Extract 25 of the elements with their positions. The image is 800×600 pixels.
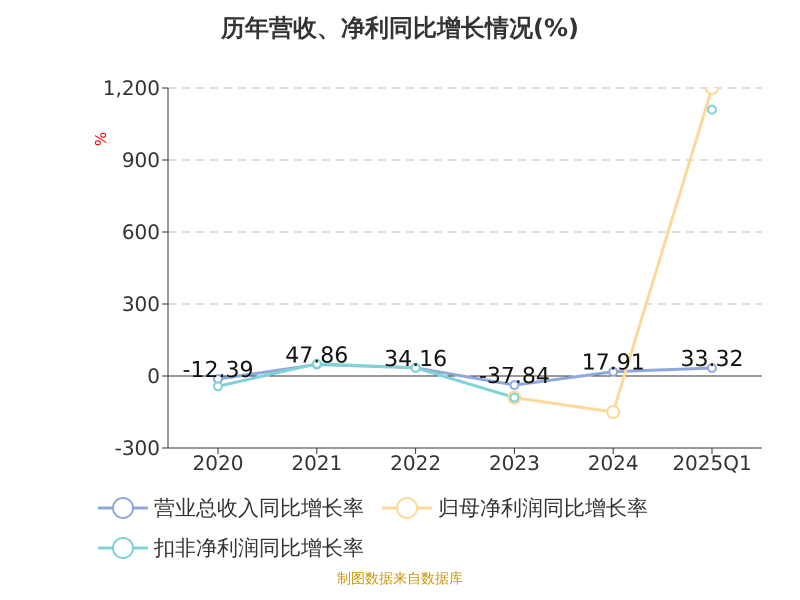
legend-label: 营业总收入同比增长率 — [153, 495, 364, 522]
point — [213, 381, 223, 392]
data-label: 17.91 — [582, 350, 645, 376]
x-tick-label: 2021 — [291, 451, 342, 476]
text: 制图数据来自数据库 — [336, 570, 464, 588]
point — [606, 405, 620, 419]
y-axis-title: % — [92, 132, 110, 146]
legend-label: 归母净利润同比增长率 — [437, 495, 648, 522]
y-tick-label: 300 — [122, 292, 160, 316]
data-label: 33.32 — [680, 347, 744, 372]
y-tick-label: 600 — [122, 220, 160, 244]
chart-title: 历年营收、净利同比增长情况(%) — [220, 13, 580, 44]
data-label: 34.16 — [384, 346, 448, 372]
point — [707, 104, 717, 115]
y-tick-label: 0 — [147, 364, 160, 388]
legend-label: 扣非净利润同比增长率 — [153, 535, 364, 562]
y-tick-label: 900 — [122, 148, 160, 172]
y-tick-label: -300 — [114, 436, 160, 460]
x-tick-label: 2020 — [192, 451, 244, 476]
x-tick-label: 2025Q1 — [672, 451, 752, 476]
y-tick-label: 1,200 — [102, 76, 160, 100]
x-tick-label: 2023 — [488, 451, 540, 476]
x-tick-label: 2022 — [390, 451, 442, 476]
x-tick-label: 2024 — [588, 451, 639, 476]
data-label: 47.86 — [285, 344, 348, 369]
